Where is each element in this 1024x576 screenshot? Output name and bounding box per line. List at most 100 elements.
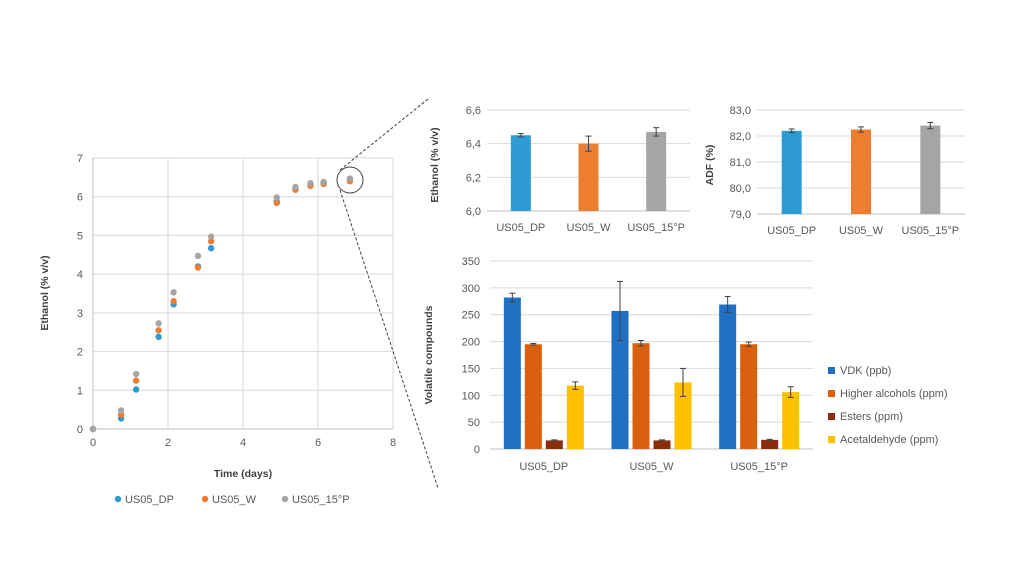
volatile-y-tick-label: 50 — [468, 417, 480, 429]
eth-bar — [578, 143, 599, 211]
scatter-point — [194, 264, 202, 271]
scatter-point — [132, 377, 140, 384]
scatter-point — [89, 425, 97, 433]
scatter-y-tick-label: 3 — [77, 308, 83, 320]
adf-y-tick-label: 83,0 — [730, 105, 751, 117]
scatter-legend-marker — [114, 495, 122, 503]
scatter-point — [320, 178, 327, 186]
volatile-bar — [719, 304, 737, 449]
scatter-point — [155, 333, 162, 341]
scatter-legend-label: US05_W — [212, 494, 257, 506]
volatile-bar — [761, 439, 779, 449]
scatter-point — [170, 289, 177, 296]
volatile-category-label: US05_15°P — [730, 461, 788, 473]
scatter-point — [132, 370, 140, 378]
scatter-axes — [92, 158, 393, 430]
scatter-legend-label: US05_DP — [125, 494, 174, 506]
scatter-point — [307, 179, 314, 187]
zoom-callout — [336, 98, 439, 489]
volatile-y-tick-label: 350 — [462, 256, 480, 268]
scatter-gridlines — [93, 157, 394, 429]
scatter-point — [273, 199, 280, 207]
scatter-point — [273, 194, 280, 201]
scatter-legend-label: US05_15°P — [292, 494, 350, 506]
volatile-bar — [503, 297, 521, 449]
zoom-line-bottom — [339, 189, 439, 489]
scatter-y-tick-label: 4 — [77, 269, 83, 281]
adf-bars — [781, 121, 941, 214]
scatter-x-tick-label: 0 — [90, 437, 96, 449]
adf-y-tick-label: 79,0 — [730, 209, 751, 221]
ethanol-bars — [510, 127, 667, 211]
scatter-point — [346, 175, 354, 182]
scatter-point — [170, 298, 177, 305]
volatile-bar — [611, 310, 629, 449]
scatter-x-tick-label: 4 — [240, 437, 246, 449]
eth-bar — [646, 131, 667, 211]
scatter-point — [207, 245, 215, 252]
scatter-point — [207, 233, 215, 240]
volatile-bars — [503, 280, 800, 449]
adf-y-axis-label: ADF (%) — [704, 145, 716, 186]
scatter-point — [207, 238, 215, 245]
scatter-x-tick-label: 2 — [165, 437, 171, 449]
scatter-legend: US05_DP US05_W US05_15°P — [114, 494, 350, 506]
adf-y-tick-label: 82,0 — [730, 131, 751, 143]
adf-y-tick-label: 80,0 — [730, 183, 751, 195]
ethanol-tick-labels: 6,0 6,2 6,4 6,6 US05_DP US05_W US05_15°P — [466, 105, 685, 234]
adf-bar — [781, 130, 802, 214]
scatter-point — [155, 327, 162, 334]
scatter-y-tick-label: 1 — [77, 385, 83, 397]
scatter-y-tick-label: 0 — [77, 424, 83, 436]
volatile-legend-swatch — [828, 390, 835, 397]
adf-bar-panel: 79,0 80,0 81,0 82,0 83,0 US05_DP US05_W US05_15… — [704, 105, 965, 237]
adf-category-label: US05_15°P — [902, 225, 960, 237]
volatile-gridlines — [490, 260, 813, 450]
scatter-legend-marker — [201, 495, 209, 503]
volatile-legend-label: Acetaldehyde (ppm) — [840, 434, 938, 446]
volatile-bar — [524, 344, 542, 449]
adf-bar — [851, 129, 871, 214]
volatile-bar — [566, 385, 584, 449]
volatile-legend: VDK (ppb) Higher alcohols (ppm) Esters (pp… — [828, 365, 948, 446]
volatile-bar — [674, 382, 692, 449]
scatter-point — [194, 252, 202, 260]
eth-y-tick-label: 6,2 — [466, 172, 481, 184]
eth-category-label: US05_W — [566, 222, 611, 234]
eth-category-label: US05_DP — [496, 222, 545, 234]
scatter-point — [292, 183, 299, 191]
scatter-x-tick-label: 6 — [315, 437, 321, 449]
scatter-y-tick-label: 7 — [77, 153, 83, 165]
volatile-category-label: US05_DP — [519, 461, 568, 473]
scatter-tick-labels: 0 1 2 3 4 5 6 7 0 2 4 6 8 — [77, 153, 396, 449]
scatter-y-tick-label: 2 — [77, 347, 83, 359]
volatile-legend-label: Higher alcohols (ppm) — [840, 388, 948, 400]
volatile-legend-label: Esters (ppm) — [840, 411, 903, 423]
volatile-legend-label: VDK (ppb) — [840, 365, 891, 377]
volatile-y-tick-label: 150 — [462, 363, 480, 375]
scatter-panel: 0 1 2 3 4 5 6 7 0 2 4 6 8 Time (days) Ethanol (% v/v… — [39, 153, 396, 506]
adf-y-tick-label: 81,0 — [730, 157, 751, 169]
zoom-circle — [336, 166, 364, 194]
scatter-point — [155, 320, 162, 327]
scatter-x-tick-label: 8 — [390, 437, 396, 449]
volatile-y-tick-label: 300 — [462, 283, 480, 295]
volatile-bar — [653, 440, 671, 449]
scatter-point — [132, 386, 140, 393]
scatter-y-tick-label: 6 — [77, 192, 83, 204]
volatile-tick-labels: 0 50 100 150 200 250 300 350 US05_DP US05_W US05_1… — [462, 256, 788, 473]
volatile-y-tick-label: 0 — [474, 444, 480, 456]
eth-y-tick-label: 6,6 — [466, 105, 481, 117]
eth-y-tick-label: 6,0 — [466, 206, 481, 218]
volatile-legend-swatch — [828, 413, 835, 420]
volatile-bar — [545, 440, 563, 449]
ethanol-bar-panel: 6,0 6,2 6,4 6,6 US05_DP US05_W US05_15°P Ethan… — [429, 105, 690, 234]
eth-bar — [510, 135, 531, 211]
volatile-legend-swatch — [828, 367, 835, 374]
scatter-y-axis-label: Ethanol (% v/v) — [39, 255, 51, 330]
volatile-legend-swatch — [828, 436, 835, 443]
volatile-category-label: US05_W — [629, 461, 674, 473]
volatile-bar — [782, 392, 800, 449]
scatter-legend-marker — [281, 495, 289, 503]
